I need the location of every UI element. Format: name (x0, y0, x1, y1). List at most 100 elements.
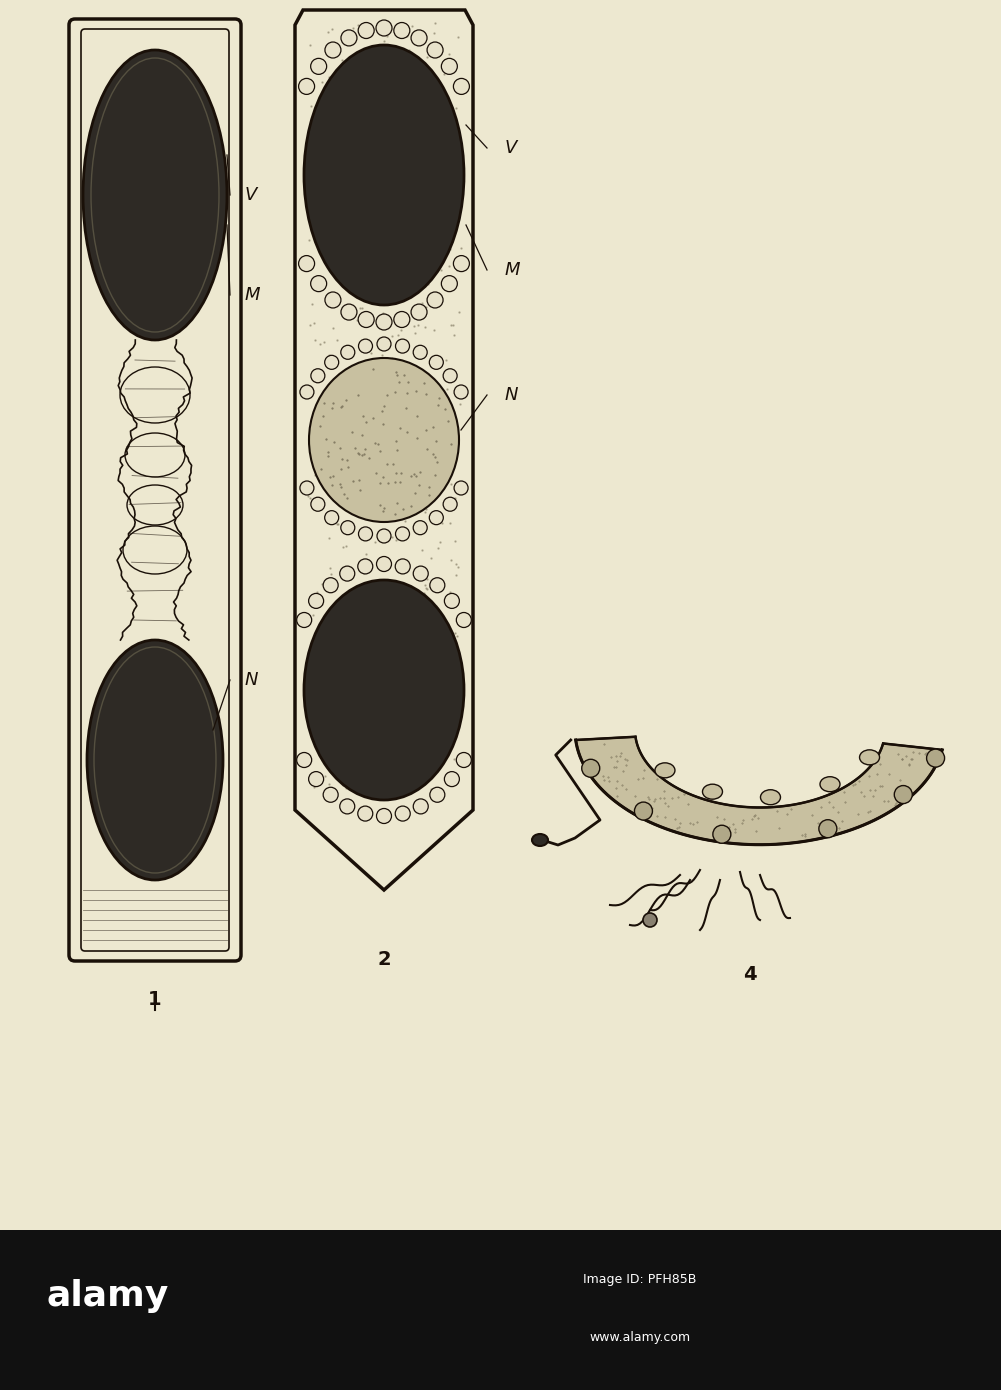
Point (376, 103, 392, 125)
Point (345, 17, 361, 39)
Point (390, 324, 406, 346)
Point (321, 76, 337, 99)
Point (369, 153, 385, 175)
Point (413, 699, 429, 721)
Point (411, 457, 427, 480)
Point (363, 719, 379, 741)
Text: V: V (505, 139, 518, 157)
Point (424, 265, 440, 288)
Point (400, 240, 416, 263)
Point (368, 100, 384, 122)
Point (326, 417, 342, 439)
Point (321, 557, 337, 580)
Point (318, 89, 334, 111)
Circle shape (927, 749, 945, 767)
Point (307, 682, 323, 705)
Point (361, 206, 377, 228)
Point (309, 581, 325, 603)
Point (415, 587, 431, 609)
Point (402, 653, 418, 676)
Point (377, 377, 393, 399)
Point (429, 653, 445, 676)
Point (366, 770, 382, 792)
Point (327, 716, 343, 738)
Circle shape (308, 771, 323, 787)
Point (316, 381, 332, 403)
Point (301, 589, 317, 612)
Circle shape (443, 368, 457, 382)
Point (422, 468, 438, 491)
Point (431, 531, 447, 553)
Point (358, 543, 374, 566)
Point (390, 306, 406, 328)
Circle shape (339, 799, 354, 815)
Point (436, 165, 452, 188)
Point (328, 171, 344, 193)
Ellipse shape (655, 763, 675, 778)
Point (389, 125, 405, 147)
Circle shape (429, 787, 444, 802)
Point (306, 635, 322, 657)
Point (355, 460, 371, 482)
Point (317, 612, 333, 634)
Point (393, 318, 409, 341)
Point (320, 343, 336, 366)
Point (370, 271, 386, 293)
Point (426, 224, 442, 246)
Ellipse shape (83, 50, 227, 341)
Point (391, 267, 407, 289)
Point (356, 610, 372, 632)
Point (346, 47, 362, 70)
Point (343, 90, 359, 113)
Point (355, 763, 371, 785)
Point (350, 14, 366, 36)
Circle shape (340, 521, 354, 535)
Point (303, 292, 319, 314)
Circle shape (429, 578, 444, 592)
Circle shape (296, 752, 311, 767)
Point (357, 470, 373, 492)
Point (307, 464, 323, 486)
Point (392, 138, 408, 160)
Point (448, 553, 464, 575)
Circle shape (441, 275, 457, 292)
Point (406, 322, 422, 345)
Point (366, 692, 382, 714)
Point (347, 239, 363, 261)
Circle shape (311, 498, 325, 512)
Point (419, 83, 435, 106)
Point (402, 278, 418, 300)
Point (344, 488, 360, 510)
Text: M: M (245, 286, 260, 304)
Point (401, 461, 417, 484)
Point (332, 271, 348, 293)
Point (302, 486, 318, 509)
Point (330, 513, 346, 535)
Point (315, 438, 331, 460)
Point (387, 767, 403, 790)
Point (445, 324, 461, 346)
Circle shape (395, 339, 409, 353)
Point (317, 136, 333, 158)
Circle shape (376, 809, 391, 823)
Circle shape (358, 527, 372, 541)
Point (397, 418, 413, 441)
Circle shape (300, 481, 314, 495)
Point (312, 332, 328, 354)
Point (369, 435, 385, 457)
Point (347, 359, 363, 381)
Point (406, 381, 422, 403)
Point (394, 271, 410, 293)
Circle shape (323, 578, 338, 592)
Circle shape (427, 292, 443, 309)
Point (391, 581, 407, 603)
Point (304, 128, 320, 150)
Point (438, 277, 454, 299)
Point (404, 250, 420, 272)
Point (416, 500, 432, 523)
Point (418, 577, 434, 599)
Circle shape (298, 256, 314, 271)
Circle shape (413, 566, 428, 581)
Point (409, 612, 425, 634)
Text: M: M (505, 261, 521, 279)
